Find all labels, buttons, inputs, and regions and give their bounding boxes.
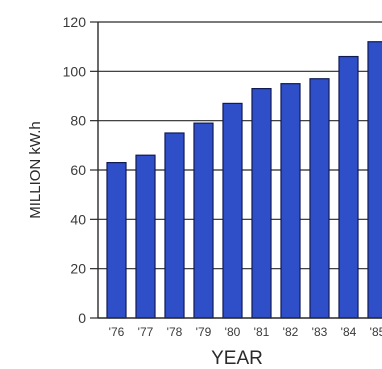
bar (106, 162, 127, 319)
y-tick-labels: 0 20 40 60 80 100 120 (63, 14, 98, 326)
x-tick-label: '80 (225, 325, 241, 339)
x-tick-label: '81 (254, 325, 270, 339)
bar (338, 55, 359, 319)
bars (106, 41, 382, 319)
x-tick-labels: '76 '77 '78 '79 '80 '81 '82 '83 '84 '85 (109, 325, 382, 339)
y-tick-label: 40 (70, 211, 86, 227)
bar (251, 87, 272, 319)
y-tick-label: 0 (78, 310, 86, 326)
x-tick-label: '78 (167, 325, 183, 339)
y-tick-label: 60 (70, 162, 86, 178)
bar (135, 154, 156, 319)
y-tick-label: 120 (63, 14, 87, 30)
bar (193, 122, 214, 319)
y-axis-title: MILLION kW.h (27, 121, 44, 219)
y-tick-label: 20 (70, 261, 86, 277)
x-tick-label: '84 (341, 325, 357, 339)
bar (222, 102, 243, 319)
bar (164, 132, 185, 319)
bar (367, 41, 382, 319)
x-tick-label: '83 (312, 325, 328, 339)
y-tick-label: 100 (63, 63, 87, 79)
x-tick-label: '79 (196, 325, 212, 339)
bar (280, 83, 301, 319)
x-tick-label: '76 (109, 325, 125, 339)
x-tick-label: '82 (283, 325, 299, 339)
x-tick-label: '77 (138, 325, 154, 339)
x-tick-label: '85 (370, 325, 382, 339)
x-axis-title: YEAR (211, 348, 263, 369)
y-tick-label: 80 (70, 113, 86, 129)
bar (309, 78, 330, 319)
